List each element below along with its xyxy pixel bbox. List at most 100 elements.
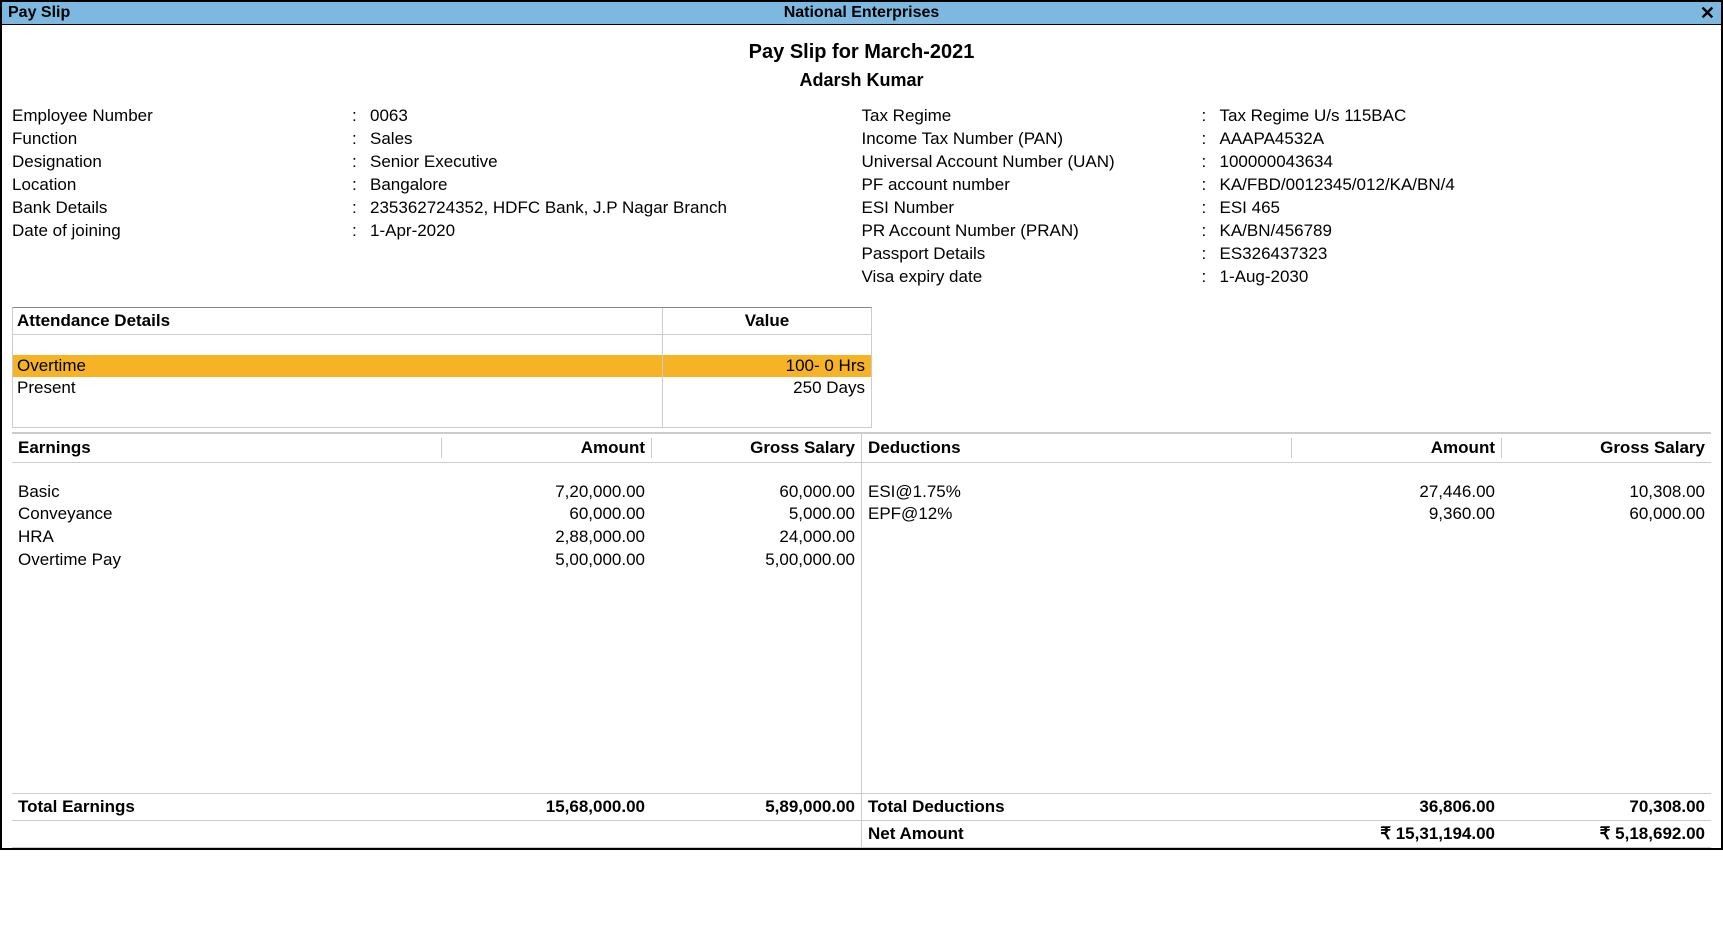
close-icon[interactable]: ✕: [1700, 3, 1715, 24]
info-row: Date of joining:1-Apr-2020: [12, 220, 862, 243]
info-label: Function: [12, 128, 352, 151]
info-colon: :: [1202, 174, 1220, 197]
info-label: Passport Details: [862, 243, 1202, 266]
deductions-column: Deductions Amount Gross Salary ESI@1.75%…: [862, 434, 1711, 848]
info-value: KA/BN/456789: [1220, 220, 1712, 243]
earnings-column: Earnings Amount Gross Salary Basic7,20,0…: [12, 434, 862, 848]
info-label: Visa expiry date: [862, 266, 1202, 289]
info-label: Universal Account Number (UAN): [862, 151, 1202, 174]
earnings-header-amount: Amount: [441, 438, 651, 458]
info-colon: :: [1202, 151, 1220, 174]
earnings-total-gross: 5,89,000.00: [651, 797, 861, 817]
info-value: ES326437323: [1220, 243, 1712, 266]
payslip-window: Pay Slip National Enterprises ✕ Pay Slip…: [0, 0, 1723, 850]
earnings-row-amount: 7,20,000.00: [441, 481, 651, 504]
deductions-row: ESI@1.75%27,446.0010,308.00: [862, 481, 1711, 504]
deductions-row-label: EPF@12%: [862, 503, 1291, 526]
info-row: Location:Bangalore: [12, 174, 862, 197]
info-row: Visa expiry date:1-Aug-2030: [862, 266, 1712, 289]
earnings-total-row: Total Earnings 15,68,000.00 5,89,000.00: [12, 793, 861, 821]
info-value: ESI 465: [1220, 197, 1712, 220]
deductions-total-row: Total Deductions 36,806.00 70,308.00: [862, 793, 1711, 821]
deductions-row: EPF@12%9,360.0060,000.00: [862, 503, 1711, 526]
info-label: Bank Details: [12, 197, 352, 220]
earnings-row-label: Basic: [12, 481, 441, 504]
page-title: Pay Slip for March-2021: [12, 41, 1711, 64]
attendance-header-row: Attendance Details Value: [13, 308, 871, 335]
employee-name: Adarsh Kumar: [12, 70, 1711, 91]
earnings-row: HRA2,88,000.0024,000.00: [12, 526, 861, 549]
info-row: PF account number:KA/FBD/0012345/012/KA/…: [862, 174, 1712, 197]
earnings-deductions-section: Earnings Amount Gross Salary Basic7,20,0…: [12, 432, 1711, 848]
attendance-header-value: Value: [663, 308, 871, 334]
info-value: 100000043634: [1220, 151, 1712, 174]
earnings-row-gross: 24,000.00: [651, 526, 861, 549]
earnings-body: Basic7,20,000.0060,000.00Conveyance60,00…: [12, 463, 861, 793]
attendance-row-value: 250 Days: [663, 377, 871, 399]
info-value: Tax Regime U/s 115BAC: [1220, 105, 1712, 128]
info-row: Function:Sales: [12, 128, 862, 151]
info-value: Senior Executive: [370, 151, 862, 174]
deductions-header-amount: Amount: [1291, 438, 1501, 458]
attendance-bottom-pad: [13, 399, 871, 427]
earnings-row-gross: 5,000.00: [651, 503, 861, 526]
info-row: Income Tax Number (PAN):AAAPA4532A: [862, 128, 1712, 151]
info-value: Sales: [370, 128, 862, 151]
info-colon: :: [352, 128, 370, 151]
employee-info-block: Employee Number:0063Function:SalesDesign…: [12, 105, 1711, 289]
attendance-spacer: [13, 335, 871, 355]
deductions-header: Deductions Amount Gross Salary: [862, 434, 1711, 463]
deductions-header-gross: Gross Salary: [1501, 438, 1711, 458]
earnings-row-label: Overtime Pay: [12, 549, 441, 572]
deductions-row-amount: 9,360.00: [1291, 503, 1501, 526]
earnings-row: Conveyance60,000.005,000.00: [12, 503, 861, 526]
deductions-total-gross: 70,308.00: [1501, 797, 1711, 817]
info-colon: :: [1202, 197, 1220, 220]
info-row: Tax Regime:Tax Regime U/s 115BAC: [862, 105, 1712, 128]
attendance-row: Overtime100- 0 Hrs: [13, 355, 871, 377]
deductions-row-gross: 60,000.00: [1501, 503, 1711, 526]
attendance-table: Attendance Details Value Overtime100- 0 …: [12, 307, 872, 428]
deductions-header-label: Deductions: [862, 438, 1291, 458]
attendance-row: Present250 Days: [13, 377, 871, 399]
earnings-row-label: HRA: [12, 526, 441, 549]
info-colon: :: [352, 197, 370, 220]
info-row: Designation:Senior Executive: [12, 151, 862, 174]
info-column-right: Tax Regime:Tax Regime U/s 115BACIncome T…: [862, 105, 1712, 289]
net-amount-gross: ₹ 5,18,692.00: [1501, 824, 1711, 844]
info-row: PR Account Number (PRAN):KA/BN/456789: [862, 220, 1712, 243]
info-value: AAAPA4532A: [1220, 128, 1712, 151]
earnings-empty-row: [12, 821, 861, 848]
info-label: Employee Number: [12, 105, 352, 128]
earnings-header-gross: Gross Salary: [651, 438, 861, 458]
info-label: PF account number: [862, 174, 1202, 197]
info-label: Designation: [12, 151, 352, 174]
info-value: KA/FBD/0012345/012/KA/BN/4: [1220, 174, 1712, 197]
deductions-body: ESI@1.75%27,446.0010,308.00EPF@12%9,360.…: [862, 463, 1711, 793]
earnings-row-label: Conveyance: [12, 503, 441, 526]
net-amount-row: Net Amount ₹ 15,31,194.00 ₹ 5,18,692.00: [862, 821, 1711, 848]
earnings-row-amount: 5,00,000.00: [441, 549, 651, 572]
earnings-total-amount: 15,68,000.00: [441, 797, 651, 817]
info-label: PR Account Number (PRAN): [862, 220, 1202, 243]
earnings-row-amount: 2,88,000.00: [441, 526, 651, 549]
info-value: 235362724352, HDFC Bank, J.P Nagar Branc…: [370, 197, 862, 220]
info-label: Income Tax Number (PAN): [862, 128, 1202, 151]
info-row: Bank Details:235362724352, HDFC Bank, J.…: [12, 197, 862, 220]
earnings-row-gross: 60,000.00: [651, 481, 861, 504]
content-area: Pay Slip for March-2021 Adarsh Kumar Emp…: [2, 25, 1721, 848]
info-label: ESI Number: [862, 197, 1202, 220]
info-column-left: Employee Number:0063Function:SalesDesign…: [12, 105, 862, 289]
earnings-row-gross: 5,00,000.00: [651, 549, 861, 572]
deductions-row-amount: 27,446.00: [1291, 481, 1501, 504]
info-colon: :: [352, 220, 370, 243]
info-row: Universal Account Number (UAN):100000043…: [862, 151, 1712, 174]
net-amount-label: Net Amount: [862, 824, 1291, 844]
info-label: Location: [12, 174, 352, 197]
info-colon: :: [1202, 266, 1220, 289]
titlebar-left-label: Pay Slip: [8, 4, 70, 22]
titlebar-center-label: National Enterprises: [2, 4, 1721, 22]
info-colon: :: [1202, 243, 1220, 266]
net-amount-value: ₹ 15,31,194.00: [1291, 824, 1501, 844]
info-row: Passport Details:ES326437323: [862, 243, 1712, 266]
